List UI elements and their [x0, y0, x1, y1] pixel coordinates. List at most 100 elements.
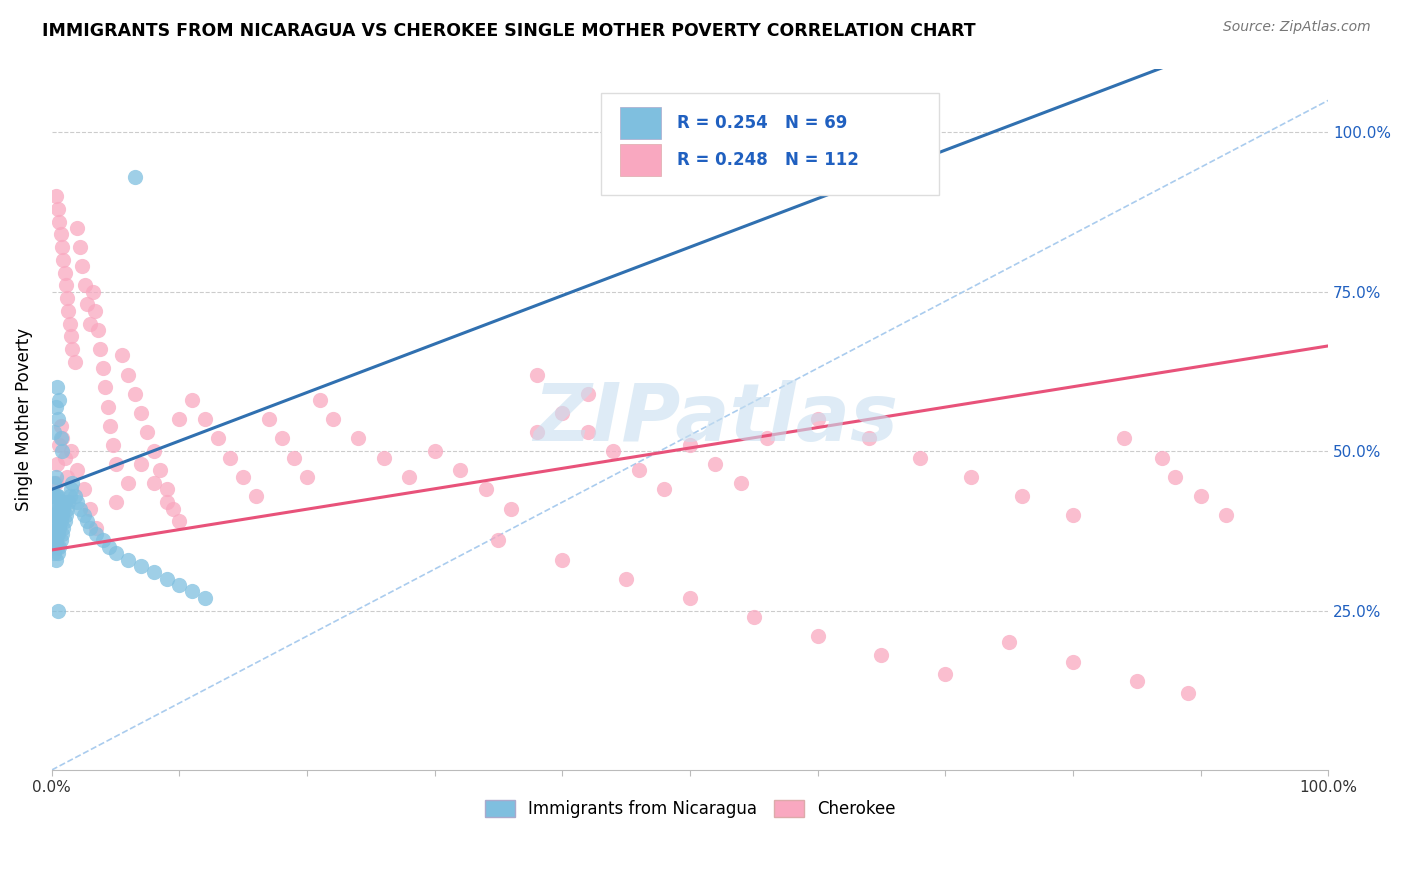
Point: [56, 291, 79, 305]
Point: [501, 501, 523, 516]
Point: [654, 483, 676, 497]
Point: [45, 380, 67, 394]
Point: [45, 469, 67, 483]
Point: [59, 483, 82, 497]
Point: [51, 444, 73, 458]
Point: [679, 591, 702, 605]
Point: [373, 450, 395, 465]
Point: [283, 450, 305, 465]
Point: [45, 527, 67, 541]
Point: [98, 540, 121, 554]
Point: [755, 431, 778, 445]
Point: [44, 425, 66, 439]
Point: [48, 521, 70, 535]
Point: [245, 489, 267, 503]
Point: [576, 425, 599, 439]
Point: [488, 533, 510, 548]
Point: [91, 533, 114, 548]
Point: [142, 476, 165, 491]
Point: [704, 457, 727, 471]
Point: [207, 431, 229, 445]
Point: [45, 533, 67, 548]
Point: [48, 393, 70, 408]
Point: [602, 444, 624, 458]
Point: [270, 431, 292, 445]
Point: [79, 521, 101, 535]
Point: [56, 501, 79, 516]
Point: [998, 635, 1021, 649]
Point: [1062, 508, 1084, 522]
Y-axis label: Single Mother Poverty: Single Mother Poverty: [15, 327, 32, 511]
Point: [551, 552, 574, 566]
Point: [51, 508, 73, 522]
Point: [49, 514, 72, 528]
Point: [129, 558, 152, 573]
Point: [1164, 469, 1187, 483]
Point: [66, 463, 89, 477]
Point: [58, 303, 80, 318]
Point: [48, 214, 70, 228]
Point: [52, 521, 75, 535]
Point: [295, 469, 318, 483]
Point: [91, 361, 114, 376]
Point: [1112, 431, 1135, 445]
Point: [48, 501, 70, 516]
FancyBboxPatch shape: [620, 107, 661, 139]
Point: [55, 278, 77, 293]
Point: [51, 431, 73, 445]
Point: [66, 221, 89, 235]
Point: [136, 425, 159, 439]
Point: [474, 483, 496, 497]
Point: [45, 489, 67, 503]
Point: [181, 393, 204, 408]
Point: [44, 508, 66, 522]
Text: IMMIGRANTS FROM NICARAGUA VS CHEROKEE SINGLE MOTHER POVERTY CORRELATION CHART: IMMIGRANTS FROM NICARAGUA VS CHEROKEE SI…: [42, 22, 976, 40]
Point: [219, 450, 242, 465]
Point: [46, 508, 69, 522]
Point: [79, 501, 101, 516]
Point: [42, 501, 65, 516]
Point: [49, 533, 72, 548]
Point: [45, 508, 67, 522]
Point: [46, 489, 69, 503]
Point: [53, 266, 76, 280]
Point: [117, 476, 139, 491]
Point: [46, 527, 69, 541]
Text: Source: ZipAtlas.com: Source: ZipAtlas.com: [1223, 20, 1371, 34]
Point: [124, 386, 146, 401]
Legend: Immigrants from Nicaragua, Cherokee: Immigrants from Nicaragua, Cherokee: [478, 793, 903, 825]
Point: [59, 444, 82, 458]
Point: [52, 501, 75, 516]
Point: [86, 521, 108, 535]
Point: [46, 603, 69, 617]
Point: [49, 431, 72, 445]
Point: [614, 572, 637, 586]
Point: [806, 629, 828, 643]
Point: [42, 527, 65, 541]
Point: [73, 483, 96, 497]
Point: [169, 578, 191, 592]
Point: [89, 342, 111, 356]
Point: [56, 469, 79, 483]
Point: [46, 546, 69, 560]
Point: [76, 297, 98, 311]
Point: [69, 240, 91, 254]
Point: [156, 495, 179, 509]
Point: [870, 648, 893, 663]
Point: [111, 349, 134, 363]
Point: [44, 476, 66, 491]
Point: [42, 489, 65, 503]
Point: [308, 393, 330, 408]
Point: [97, 400, 120, 414]
Point: [423, 444, 446, 458]
Point: [59, 489, 82, 503]
Point: [82, 285, 104, 299]
Point: [45, 508, 67, 522]
Point: [959, 469, 981, 483]
Point: [908, 450, 931, 465]
Point: [63, 489, 86, 503]
Point: [73, 278, 96, 293]
Point: [117, 368, 139, 382]
Point: [63, 355, 86, 369]
Point: [679, 438, 702, 452]
